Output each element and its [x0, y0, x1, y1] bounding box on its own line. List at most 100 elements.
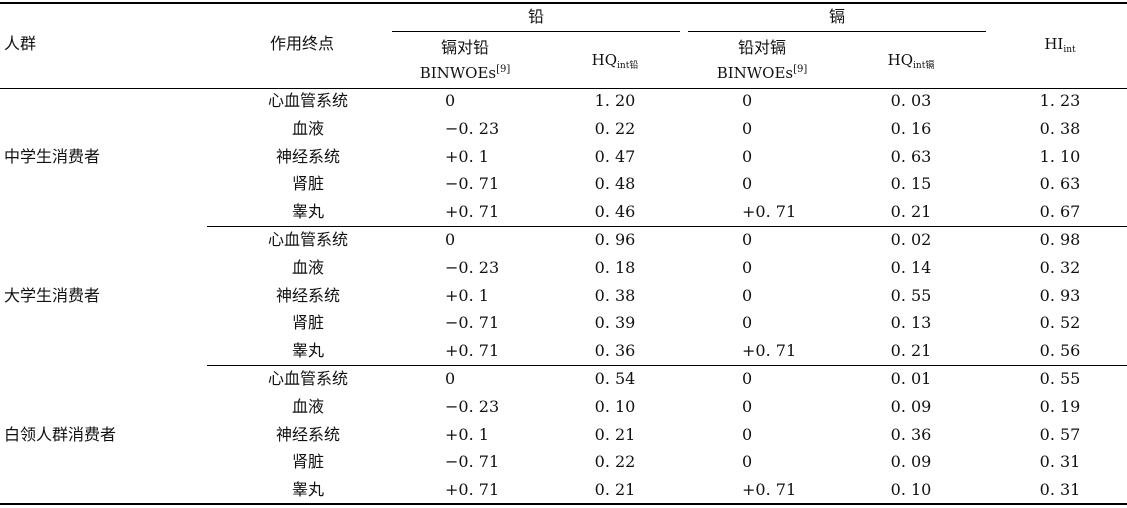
pb-on-cd-binwoes-cell: 0 [742, 118, 753, 138]
cd-on-pb-binwoes-cell: −0. 23 [445, 118, 500, 138]
cd-on-pb-binwoes-cell: −0. 71 [445, 313, 500, 333]
hq-pb-cell: 0. 21 [594, 480, 636, 500]
hq-pb-cell: 0. 22 [594, 452, 636, 472]
endpoint-cell: 心血管系统 [267, 91, 348, 110]
col-header-group: 人群 [4, 34, 37, 53]
cd-on-pb-binwoes-cell: −0. 23 [445, 257, 500, 277]
cd-on-pb-binwoes-cell: +0. 71 [445, 341, 500, 361]
col-header-cd-on-pb: 镉对铅 [440, 38, 489, 57]
hi-cell: 0. 52 [1039, 313, 1081, 333]
group-divider-2 [207, 365, 1127, 366]
hi-cell: 0. 63 [1039, 174, 1081, 194]
hi-cell: 1. 10 [1039, 146, 1081, 166]
pb-on-cd-binwoes-cell: +0. 71 [742, 341, 797, 361]
group-divider-1 [207, 226, 1127, 227]
hi-cell: 0. 55 [1039, 369, 1081, 388]
endpoint-cell: 神经系统 [275, 424, 340, 444]
pb-on-cd-binwoes-cell: +0. 71 [742, 202, 797, 222]
lead-group-rule [392, 31, 680, 32]
endpoint-cell: 心血管系统 [267, 369, 348, 388]
cd-on-pb-binwoes-cell: +0. 1 [445, 285, 489, 305]
group-label: 中学生消费者 [4, 147, 101, 166]
hq-cd-cell: 0. 03 [890, 91, 932, 110]
hq-pb-cell: 0. 21 [594, 424, 636, 444]
hq-cd-cell: 0. 36 [890, 424, 932, 444]
col-group-lead: 铅 [527, 7, 544, 26]
endpoint-cell: 血液 [291, 118, 324, 138]
endpoint-cell: 心血管系统 [267, 230, 348, 249]
cadmium-group-rule [688, 31, 986, 32]
endpoint-cell: 睾丸 [291, 341, 324, 361]
hq-pb-cell: 0. 22 [594, 118, 636, 138]
hi-cell: 0. 56 [1039, 341, 1081, 361]
cd-on-pb-binwoes-cell: −0. 71 [445, 452, 500, 472]
hq-pb-cell: 0. 46 [594, 202, 636, 222]
cd-on-pb-binwoes-cell: +0. 1 [445, 424, 489, 444]
hi-cell: 0. 67 [1039, 202, 1081, 222]
hq-pb-cell: 0. 18 [594, 257, 636, 277]
hi-cell: 0. 31 [1039, 480, 1081, 500]
col-header-cd-on-pb-binwoes: BINWOEs[9] [419, 64, 511, 82]
cd-on-pb-binwoes-cell: −0. 23 [445, 396, 500, 416]
pb-on-cd-binwoes-cell: 0 [742, 146, 753, 166]
endpoint-cell: 血液 [291, 257, 324, 277]
cd-on-pb-binwoes-cell: +0. 71 [445, 202, 500, 222]
pb-on-cd-binwoes-cell: 0 [742, 91, 753, 110]
pb-on-cd-binwoes-cell: 0 [742, 285, 753, 305]
cd-on-pb-binwoes-cell: 0 [445, 230, 456, 249]
pb-on-cd-binwoes-cell: 0 [742, 313, 753, 333]
hi-cell: 0. 31 [1039, 452, 1081, 472]
group-label: 大学生消费者 [4, 286, 101, 305]
col-header-pb-on-cd-binwoes: BINWOEs[9] [716, 64, 808, 82]
header-bottom-rule [0, 88, 1127, 89]
col-header-hi: HIint [1044, 35, 1076, 55]
cd-on-pb-binwoes-cell: −0. 71 [445, 174, 500, 194]
hq-cd-cell: 0. 15 [890, 174, 932, 194]
endpoint-cell: 神经系统 [275, 146, 340, 166]
endpoint-cell: 睾丸 [291, 202, 324, 222]
hq-pb-cell: 0. 47 [594, 146, 636, 166]
hq-pb-cell: 1. 20 [594, 91, 636, 110]
endpoint-cell: 肾脏 [291, 452, 324, 472]
cd-on-pb-binwoes-cell: 0 [445, 369, 456, 388]
col-header-hq-pb: HQint铅 [591, 51, 639, 71]
pb-on-cd-binwoes-cell: 0 [742, 230, 753, 249]
cd-on-pb-binwoes-cell: 0 [445, 91, 456, 110]
hq-cd-cell: 0. 16 [890, 118, 932, 138]
hq-pb-cell: 0. 10 [594, 396, 636, 416]
hq-cd-cell: 0. 21 [890, 341, 932, 361]
hq-cd-cell: 0. 55 [890, 285, 932, 305]
hi-cell: 0. 57 [1039, 424, 1081, 444]
endpoint-cell: 神经系统 [275, 285, 340, 305]
top-rule [0, 2, 1127, 4]
hq-pb-cell: 0. 36 [594, 341, 636, 361]
endpoint-cell: 肾脏 [291, 313, 324, 333]
group-label: 白领人群消费者 [4, 425, 117, 444]
endpoint-cell: 血液 [291, 396, 324, 416]
pb-on-cd-binwoes-cell: 0 [742, 174, 753, 194]
bottom-rule [0, 503, 1127, 505]
hq-cd-cell: 0. 21 [890, 202, 932, 222]
cd-on-pb-binwoes-cell: +0. 71 [445, 480, 500, 500]
hq-cd-cell: 0. 63 [890, 146, 932, 166]
hq-pb-cell: 0. 48 [594, 174, 636, 194]
hq-cd-cell: 0. 13 [890, 313, 932, 333]
hi-cell: 0. 19 [1039, 396, 1081, 416]
pb-on-cd-binwoes-cell: 0 [742, 424, 753, 444]
hq-pb-cell: 0. 38 [594, 285, 636, 305]
hq-pb-cell: 0. 39 [594, 313, 636, 333]
hi-cell: 0. 98 [1039, 230, 1081, 249]
hq-pb-cell: 0. 54 [594, 369, 636, 388]
hq-cd-cell: 0. 09 [890, 396, 932, 416]
hq-pb-cell: 0. 96 [594, 230, 636, 249]
cd-on-pb-binwoes-cell: +0. 1 [445, 146, 489, 166]
hi-cell: 0. 93 [1039, 285, 1081, 305]
hi-cell: 0. 38 [1039, 118, 1081, 138]
endpoint-cell: 肾脏 [291, 174, 324, 194]
col-header-endpoint: 作用终点 [270, 34, 335, 53]
hq-cd-cell: 0. 14 [890, 257, 932, 277]
col-header-pb-on-cd: 铅对镉 [737, 38, 786, 57]
hi-cell: 1. 23 [1039, 91, 1081, 110]
hq-cd-cell: 0. 02 [890, 230, 932, 249]
pb-on-cd-binwoes-cell: 0 [742, 396, 753, 416]
